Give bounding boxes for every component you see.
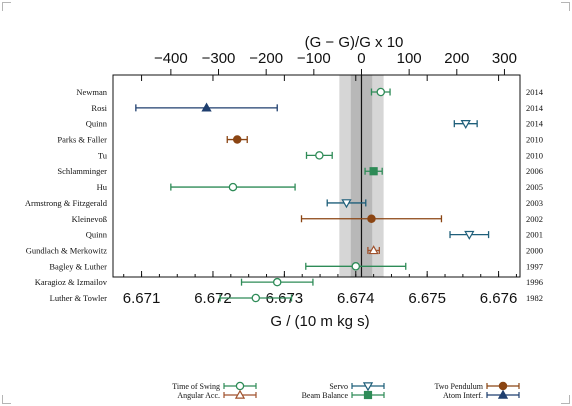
- data-point: [272, 277, 282, 287]
- legend-marker: [362, 382, 374, 392]
- x2-tick-label: −300: [202, 50, 236, 67]
- experiment-year: 2003: [526, 198, 543, 208]
- experiment-label: Tu et al.: [98, 150, 108, 160]
- experiment-label: Luther & Towler: [50, 293, 107, 303]
- legend-marker: [497, 389, 509, 399]
- data-point: [376, 87, 386, 97]
- experiment-year: 2010: [526, 150, 543, 160]
- experiment-year: 2014: [526, 103, 544, 113]
- legend-marker: [363, 390, 373, 400]
- experiment-year: 2014: [526, 119, 544, 129]
- data-point: [228, 182, 238, 192]
- frame-corner-top-left: [2, 2, 11, 11]
- data-point: [368, 245, 379, 255]
- experiment-label: Quinn et al.: [86, 230, 108, 240]
- data-point: [351, 262, 361, 271]
- experiment-year: 2005: [526, 182, 543, 192]
- experiment-label: Kleinevoß: [72, 214, 107, 224]
- legend-label: Two Pendulum: [434, 382, 483, 391]
- experiment-label: Schlamminger et al.: [57, 166, 107, 176]
- data-point: [367, 214, 376, 224]
- experiment-label: Parks & Faller: [57, 135, 107, 145]
- experiment-label: Bagley & Luther: [49, 261, 107, 271]
- experiment-year: 2010: [526, 135, 543, 145]
- x2-tick-label: 300: [492, 50, 517, 67]
- experiment-year: 2006: [526, 166, 543, 176]
- legend-marker: [235, 381, 245, 391]
- data-point: [369, 167, 378, 176]
- x2-tick-label: 0: [357, 50, 365, 67]
- experiment-year: 1996: [526, 277, 543, 287]
- data-point: [232, 135, 242, 144]
- experiment-year: 1982: [526, 293, 543, 303]
- experiment-year: 2002: [526, 214, 543, 224]
- legend-label: Time of Swing: [172, 382, 220, 391]
- data-point: [201, 102, 212, 112]
- x2-tick-label: −400: [154, 50, 188, 67]
- experiment-year: 2014: [526, 87, 544, 97]
- data-point: [464, 230, 475, 240]
- experiment-label: Hu et al.: [97, 182, 108, 192]
- experiment-label: Armstrong & Fitzgerald: [25, 198, 108, 208]
- frame-corner-bottom-right: [561, 395, 570, 404]
- legend-label: Atom Interf.: [443, 391, 483, 400]
- data-point: [315, 151, 324, 160]
- x-tick-label: 6.671: [123, 290, 161, 307]
- x2-tick-label: 200: [444, 50, 469, 67]
- experiment-year: 2000: [526, 245, 543, 255]
- data-point: [341, 199, 352, 209]
- data-point: [460, 119, 471, 130]
- x-tick-label: 6.672: [194, 290, 232, 307]
- x-axis-title: G / (10−11 m3 kg−1 s−2): [270, 313, 369, 330]
- experiment-label: Rosi et al.: [91, 103, 107, 113]
- x2-tick-label: 100: [397, 50, 422, 67]
- frame-corner-bottom-left: [2, 395, 11, 404]
- x2-tick-label: −200: [249, 50, 283, 67]
- x-tick-label: 6.676: [480, 290, 518, 307]
- experiment-label: Karagioz & Izmailov: [35, 277, 108, 287]
- legend-label: Beam Balance: [302, 391, 349, 400]
- experiment-label: Gundlach & Merkowitz: [26, 245, 107, 255]
- legend-marker: [498, 381, 508, 391]
- frame-corner-top-right: [561, 2, 570, 11]
- plot-frame: [112, 74, 521, 278]
- data-point: [251, 293, 261, 303]
- x-tick-label: 6.675: [408, 290, 446, 307]
- legend-marker: [234, 389, 246, 399]
- x2-tick-label: −100: [297, 50, 331, 67]
- experiment-label: Newman et al.: [76, 87, 107, 97]
- x-tick-label: 6.674: [337, 290, 375, 307]
- legend-label: Servo: [329, 382, 348, 391]
- experiment-label: Quinn et al.: [86, 119, 108, 129]
- experiment-year: 1997: [526, 261, 543, 271]
- legend-label: Angular Acc.: [177, 391, 220, 400]
- x2-axis-title: (G − GCODATA2014)/GCODATA2014 x 106: [305, 34, 404, 51]
- experiment-year: 2001: [526, 230, 543, 240]
